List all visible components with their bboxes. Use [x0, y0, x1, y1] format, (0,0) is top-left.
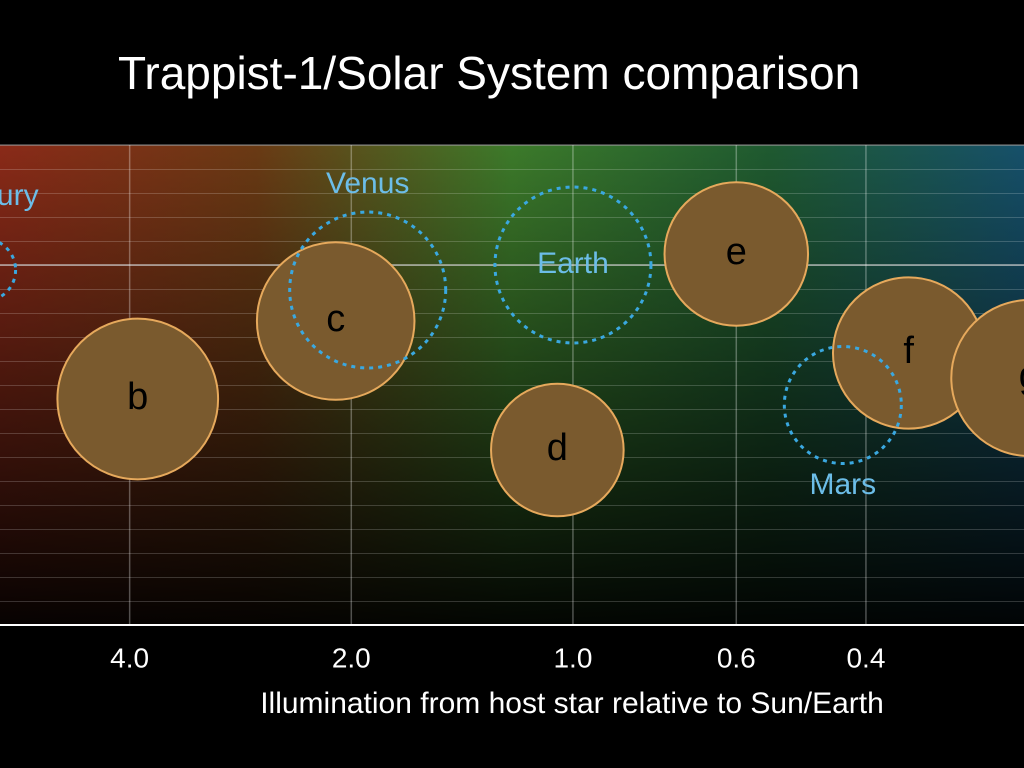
- planet-label: d: [547, 427, 568, 469]
- planet-bubble: [56, 317, 220, 481]
- planet-label: b: [127, 376, 148, 418]
- x-tick-label: 0.6: [717, 642, 756, 673]
- chart-title: Trappist-1/Solar System comparison: [118, 47, 860, 99]
- x-tick-label: 0.4: [846, 642, 885, 673]
- solar-planet-label: Venus: [326, 167, 409, 200]
- solar-planet-outline: [0, 241, 18, 299]
- solar-planet-outline: [493, 185, 653, 345]
- planet-bubble: [255, 241, 416, 401]
- solar-planet-outline: [288, 210, 448, 370]
- planet-label: f: [903, 330, 914, 372]
- solar-planet-label: Mercury: [0, 179, 39, 212]
- x-tick-label: 4.0: [110, 642, 149, 673]
- solar-planet-label: Earth: [537, 247, 609, 280]
- planet-bubble: [490, 382, 625, 518]
- x-axis-title: Illumination from host star relative to …: [260, 687, 884, 720]
- planet-bubble: [663, 181, 810, 327]
- planet-label: e: [726, 231, 747, 273]
- solar-planet-label: Mars: [809, 468, 876, 501]
- planet-bubble: [950, 299, 1024, 457]
- x-tick-label: 1.0: [553, 642, 592, 673]
- planet-label: c: [326, 298, 345, 340]
- solar-planet-outline: [782, 345, 903, 465]
- x-tick-label: 2.0: [332, 642, 371, 673]
- planet-label: g: [1019, 355, 1024, 397]
